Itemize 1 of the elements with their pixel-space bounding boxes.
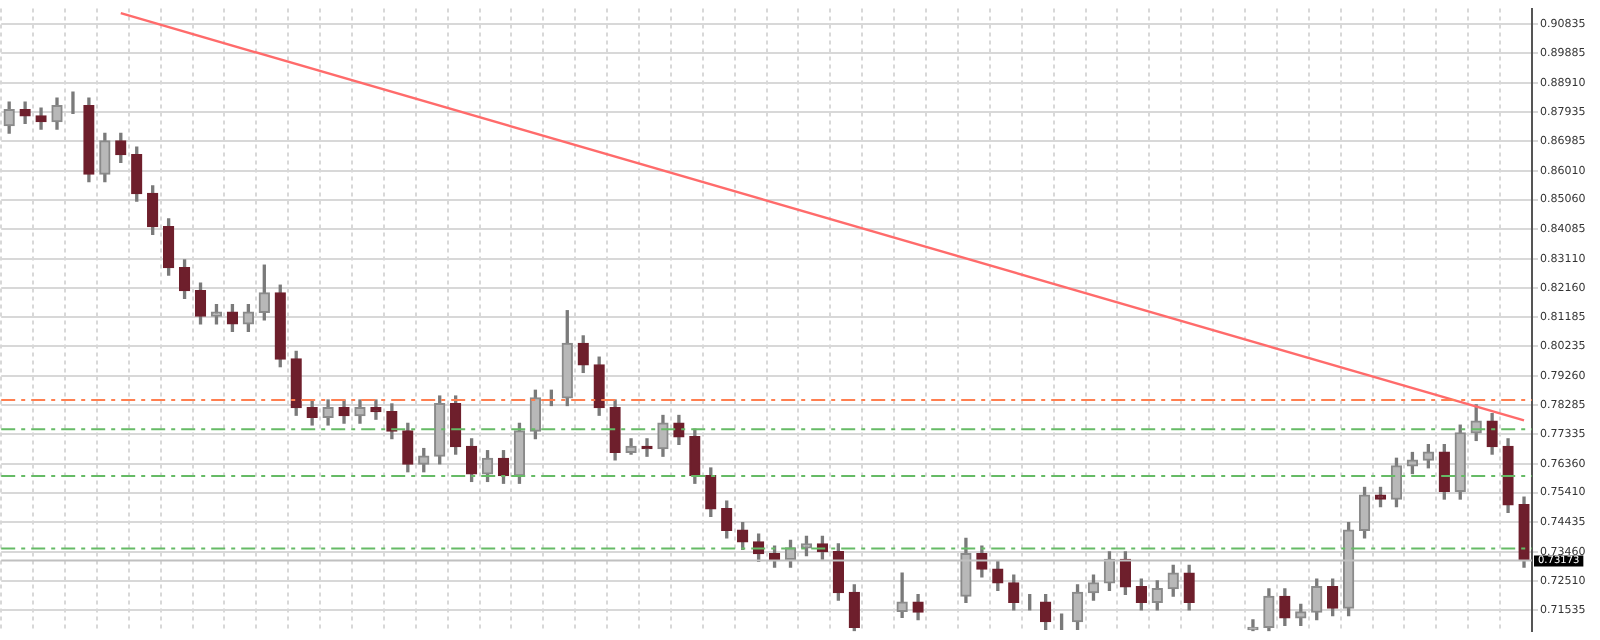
candlestick [896, 572, 908, 619]
